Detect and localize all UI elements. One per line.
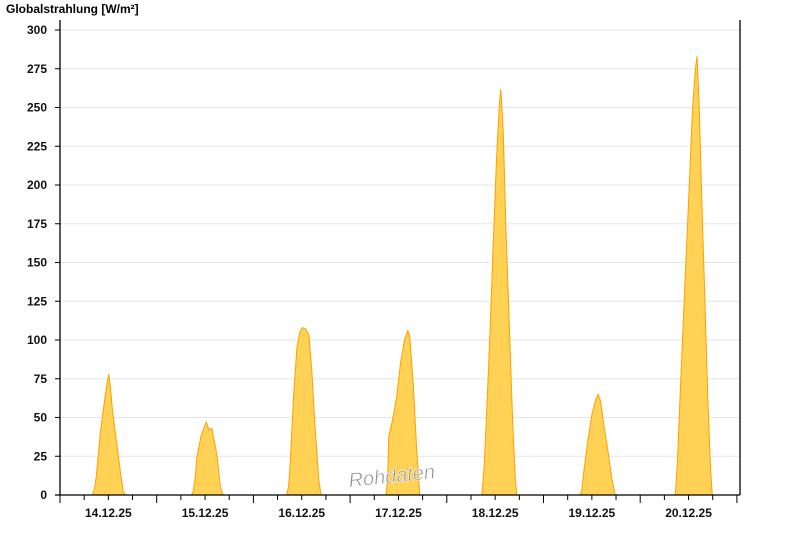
watermark: Rohdaten bbox=[348, 461, 437, 492]
axes: 0 25 50 75 100 125 150 175 200 225 250 275 300 14.12.… bbox=[27, 20, 741, 520]
y-tick-label: 225 bbox=[27, 139, 47, 153]
area-day-1 bbox=[90, 374, 127, 496]
y-tick-label: 75 bbox=[34, 372, 48, 386]
y-tick-label: 200 bbox=[27, 178, 47, 192]
y-tick-label: 100 bbox=[27, 333, 47, 347]
x-tick-label: 20.12.25 bbox=[665, 506, 712, 520]
area-day-2 bbox=[190, 420, 224, 496]
y-tick-label: 275 bbox=[27, 62, 47, 76]
x-tick-label: 19.12.25 bbox=[568, 506, 615, 520]
x-tick-label: 14.12.25 bbox=[85, 506, 132, 520]
x-tick-label: 15.12.25 bbox=[182, 506, 229, 520]
area-day-4 bbox=[385, 329, 421, 496]
x-tick-label: 17.12.25 bbox=[375, 506, 422, 520]
y-tick-label: 125 bbox=[27, 294, 47, 308]
x-tick-label: 18.12.25 bbox=[472, 506, 519, 520]
y-tick-label: 300 bbox=[27, 23, 47, 37]
x-tick-label: 16.12.25 bbox=[278, 506, 325, 520]
area-day-6 bbox=[579, 392, 616, 496]
area-day-5 bbox=[481, 88, 518, 496]
y-tick-label: 150 bbox=[27, 256, 47, 270]
y-tick-label: 250 bbox=[27, 101, 47, 115]
y-tick-label: 175 bbox=[27, 217, 47, 231]
chart-title: Globalstrahlung [W/m²] bbox=[6, 2, 139, 16]
grid-lines bbox=[60, 29, 740, 457]
area-day-3 bbox=[285, 326, 322, 496]
area-series bbox=[90, 56, 713, 496]
y-tick-label: 50 bbox=[34, 411, 48, 425]
area-day-7 bbox=[674, 56, 713, 496]
y-tick-label: 0 bbox=[40, 488, 47, 502]
y-tick-label: 25 bbox=[34, 449, 48, 463]
